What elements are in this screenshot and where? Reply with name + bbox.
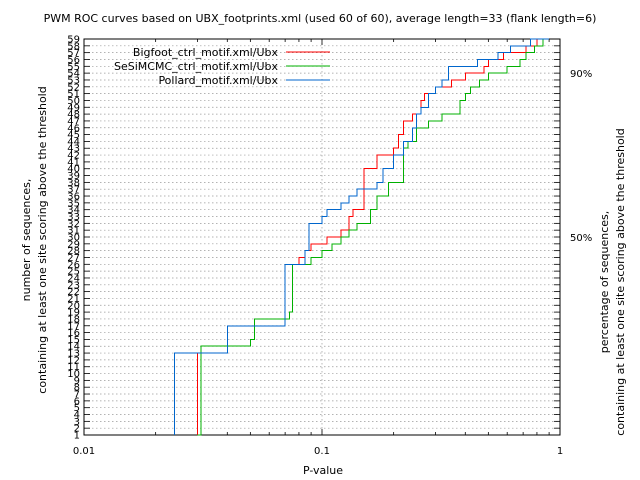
y2-tick-label: 50%	[570, 233, 592, 244]
y-tick-label: 18	[67, 314, 80, 325]
plot-frame	[83, 38, 561, 436]
y-tick-label: 38	[67, 178, 80, 189]
y2-tick-label: 90%	[570, 69, 592, 80]
y-tick-label: 14	[67, 342, 80, 353]
y-tick-label: 56	[67, 55, 80, 66]
y-tick-label: 32	[67, 219, 80, 230]
legend-label-1: Bigfoot_ctrl_motif.xml/Ubx	[133, 46, 279, 59]
x-tick-label: 0.1	[314, 446, 330, 457]
axes: 1234567891011121314151617181920212223242…	[67, 35, 592, 458]
x-tick-label: 0.01	[73, 446, 95, 457]
y-tick-label: 25	[67, 267, 80, 278]
y-tick-label: 22	[67, 287, 80, 298]
y-tick-label: 52	[67, 82, 80, 93]
y-tick-label: 46	[67, 123, 80, 134]
grid	[84, 39, 560, 435]
y-tick-label: 59	[67, 35, 80, 46]
y-tick-label: 49	[67, 103, 80, 114]
y-tick-label: 34	[67, 205, 80, 216]
y-tick-label: 13	[67, 349, 80, 360]
y-tick-label: 31	[67, 226, 80, 237]
y-tick-label: 21	[67, 294, 80, 305]
y-tick-label: 1	[74, 431, 80, 442]
legend-label-3: Pollard_motif.xml/Ubx	[158, 74, 278, 87]
y-tick-label: 53	[67, 75, 80, 86]
y-tick-label: 45	[67, 130, 80, 141]
x-axis-label: P-value	[303, 464, 343, 477]
y-tick-label: 29	[67, 239, 80, 250]
y-tick-label: 55	[67, 62, 80, 73]
y-tick-label: 17	[67, 321, 80, 332]
y-tick-label: 35	[67, 198, 80, 209]
y-tick-label: 33	[67, 212, 80, 223]
y-tick-label: 50	[67, 96, 80, 107]
y-tick-label: 27	[67, 253, 80, 264]
y-axis-label-line2: containing at least one site scoring abo…	[36, 86, 49, 393]
y-tick-label: 30	[67, 233, 80, 244]
y-tick-label: 57	[67, 48, 80, 59]
y-tick-label: 10	[67, 369, 80, 380]
y-tick-label: 40	[67, 164, 80, 175]
y2-axis-label-line2: containing at least one site scoring abo…	[614, 128, 627, 435]
y-tick-label: 19	[67, 308, 80, 319]
y2-axis-label-line1: percentage of sequences,	[598, 211, 611, 353]
y-tick-label: 16	[67, 328, 80, 339]
y-tick-label: 11	[67, 362, 80, 373]
y-tick-label: 2	[74, 424, 80, 435]
x-tick-label: 1	[557, 446, 563, 457]
y-tick-label: 26	[67, 260, 80, 271]
y-tick-label: 54	[67, 69, 80, 80]
legend-label-2: SeSiMCMC_ctrl_motif.xml/Ubx	[114, 60, 278, 73]
y-tick-label: 23	[67, 280, 80, 291]
y-tick-label: 42	[67, 151, 80, 162]
y-tick-label: 51	[67, 89, 80, 100]
y-tick-label: 20	[67, 301, 80, 312]
y-tick-label: 5	[74, 403, 80, 414]
y-tick-label: 12	[67, 355, 80, 366]
y-tick-label: 24	[67, 273, 80, 284]
y-axis-label-line1: number of sequences,	[20, 179, 33, 302]
y-tick-label: 6	[74, 396, 80, 407]
y-tick-label: 41	[67, 157, 80, 168]
y-tick-label: 43	[67, 144, 80, 155]
y-tick-label: 37	[67, 185, 80, 196]
y-tick-label: 9	[74, 376, 80, 387]
y-tick-label: 36	[67, 192, 80, 203]
series-group	[174, 38, 550, 436]
y-tick-label: 48	[67, 110, 80, 121]
y-tick-label: 8	[74, 383, 80, 394]
series-line-3	[174, 38, 550, 435]
y-tick-label: 28	[67, 246, 80, 257]
y-tick-label: 15	[67, 335, 80, 346]
y-tick-label: 4	[74, 410, 80, 421]
chart-title: PWM ROC curves based on UBX_footprints.x…	[44, 12, 597, 25]
y-tick-label: 47	[67, 116, 80, 127]
y-tick-label: 44	[67, 137, 80, 148]
series-line-2	[197, 39, 544, 436]
y-tick-label: 39	[67, 171, 80, 182]
y-tick-label: 3	[74, 417, 80, 428]
legend: Bigfoot_ctrl_motif.xml/UbxSeSiMCMC_ctrl_…	[114, 46, 330, 87]
y-tick-label: 58	[67, 41, 80, 52]
y-tick-label: 7	[74, 390, 80, 401]
